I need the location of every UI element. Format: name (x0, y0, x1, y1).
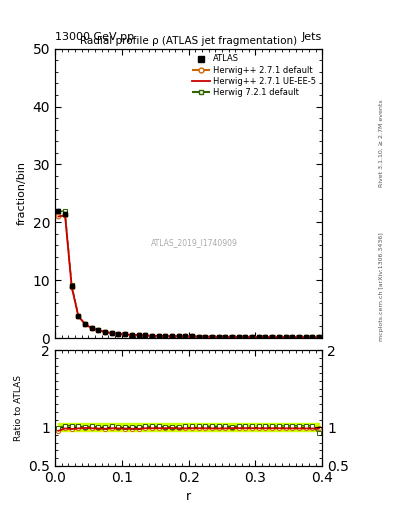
Text: Jets: Jets (302, 32, 322, 42)
Text: 13000 GeV pp: 13000 GeV pp (55, 32, 134, 42)
Text: Rivet 3.1.10, ≥ 2.7M events: Rivet 3.1.10, ≥ 2.7M events (379, 99, 384, 187)
Y-axis label: Ratio to ATLAS: Ratio to ATLAS (14, 375, 23, 441)
Y-axis label: fraction/bin: fraction/bin (17, 161, 27, 225)
Title: Radial profile ρ (ATLAS jet fragmentation): Radial profile ρ (ATLAS jet fragmentatio… (80, 36, 297, 47)
Text: mcplots.cern.ch [arXiv:1306.3436]: mcplots.cern.ch [arXiv:1306.3436] (379, 232, 384, 341)
Text: ATLAS_2019_I1740909: ATLAS_2019_I1740909 (151, 238, 237, 247)
Legend: ATLAS, Herwig++ 2.7.1 default, Herwig++ 2.7.1 UE-EE-5, Herwig 7.2.1 default: ATLAS, Herwig++ 2.7.1 default, Herwig++ … (190, 53, 318, 98)
X-axis label: r: r (186, 490, 191, 503)
